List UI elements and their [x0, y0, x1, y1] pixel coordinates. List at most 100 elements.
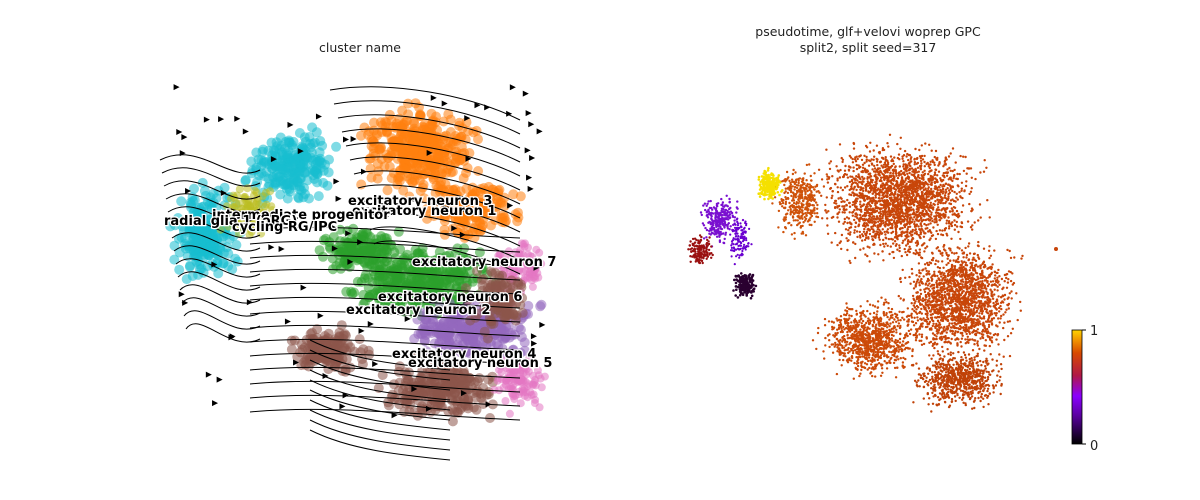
cell-point [988, 216, 991, 219]
cell-point [852, 147, 856, 150]
cell-point [861, 175, 864, 179]
cell-point [933, 215, 936, 218]
cell-point [911, 188, 915, 191]
cell-point [945, 158, 948, 161]
cell-point [876, 176, 879, 179]
cell-point [895, 174, 898, 177]
cell-point [933, 155, 936, 159]
velocity-arrow [509, 84, 516, 91]
cell-point [919, 182, 922, 185]
cell-point [898, 246, 901, 250]
cell-point [826, 232, 830, 235]
cell-point [864, 211, 867, 215]
cell-point [919, 155, 923, 158]
cell-point [969, 190, 973, 193]
cell-point [894, 244, 898, 247]
cell-point [881, 250, 884, 253]
cell-point [900, 200, 904, 204]
cell-point [870, 213, 874, 216]
cell-point [942, 212, 945, 216]
velocity-arrow [335, 195, 342, 202]
cell-point [848, 233, 852, 236]
cell-point [895, 184, 899, 187]
cell-point [864, 253, 867, 256]
cell-point [947, 155, 951, 158]
cell-point [947, 195, 950, 198]
cell-point [948, 225, 951, 228]
cell-point [839, 196, 842, 199]
cell-point [833, 182, 837, 186]
cell-point [830, 216, 834, 219]
cell-point [876, 167, 880, 170]
cell-point [907, 177, 910, 180]
cell-point [840, 156, 843, 160]
cell-point [930, 211, 933, 214]
cell-point [900, 177, 904, 180]
cell-point [875, 215, 879, 218]
cell-point [886, 142, 889, 145]
cell-point [942, 215, 945, 218]
cell-point [874, 196, 877, 199]
cell-point [426, 108, 437, 119]
cell-point [213, 268, 224, 279]
cell-point [922, 198, 926, 202]
cell-point [930, 175, 933, 178]
cell-point [884, 200, 888, 204]
cell-point [875, 179, 878, 183]
cell-point [831, 194, 834, 197]
cell-point [897, 153, 901, 156]
velocity-arrow [218, 116, 225, 123]
cell-point [908, 202, 911, 206]
cluster-label-cycling-rg-ipc: cycling RG/IPC [232, 220, 337, 235]
cell-point [864, 232, 867, 236]
velocity-arrow [528, 121, 535, 128]
cell-point [934, 237, 938, 241]
cell-point [324, 154, 334, 165]
cell-point [174, 264, 185, 275]
cell-point [855, 200, 858, 203]
velocity-arrow [358, 327, 365, 334]
cell-point [949, 199, 953, 202]
cell-point [467, 327, 477, 338]
cell-point [854, 221, 858, 225]
cell-point [834, 206, 837, 209]
cell-point [902, 154, 906, 157]
cell-point [851, 211, 854, 214]
cell-point [952, 199, 956, 203]
cell-point [831, 175, 834, 178]
cell-point [525, 380, 534, 389]
cell-point [824, 209, 827, 212]
cell-point [923, 192, 926, 196]
cell-point [906, 172, 909, 176]
cell-point [935, 259, 938, 262]
cell-point [917, 208, 920, 212]
velocity-arrow [205, 371, 212, 378]
cell-point [443, 336, 454, 347]
cell-point [906, 242, 910, 245]
cell-point [903, 217, 907, 221]
cell-point [936, 223, 939, 226]
cell-point [855, 193, 858, 196]
cell-point [898, 249, 901, 253]
cell-point [913, 220, 916, 223]
cell-point [841, 188, 844, 192]
cell-point [846, 239, 849, 243]
cell-point [302, 175, 313, 186]
cell-point [863, 161, 866, 165]
cell-point [959, 225, 962, 228]
cell-point [945, 190, 948, 194]
cell-point [910, 216, 913, 219]
cell-point [856, 235, 859, 239]
cell-point [235, 185, 244, 194]
velocity-arrow [526, 174, 533, 181]
cell-point [843, 186, 847, 189]
cell-point [911, 212, 915, 216]
cell-point [839, 240, 842, 243]
cell-point [965, 172, 968, 175]
cell-point [922, 181, 925, 185]
cell-point [902, 190, 905, 194]
cell-point [902, 182, 905, 186]
cell-point [884, 233, 887, 236]
cell-point [909, 221, 912, 224]
cell-point [322, 180, 333, 191]
